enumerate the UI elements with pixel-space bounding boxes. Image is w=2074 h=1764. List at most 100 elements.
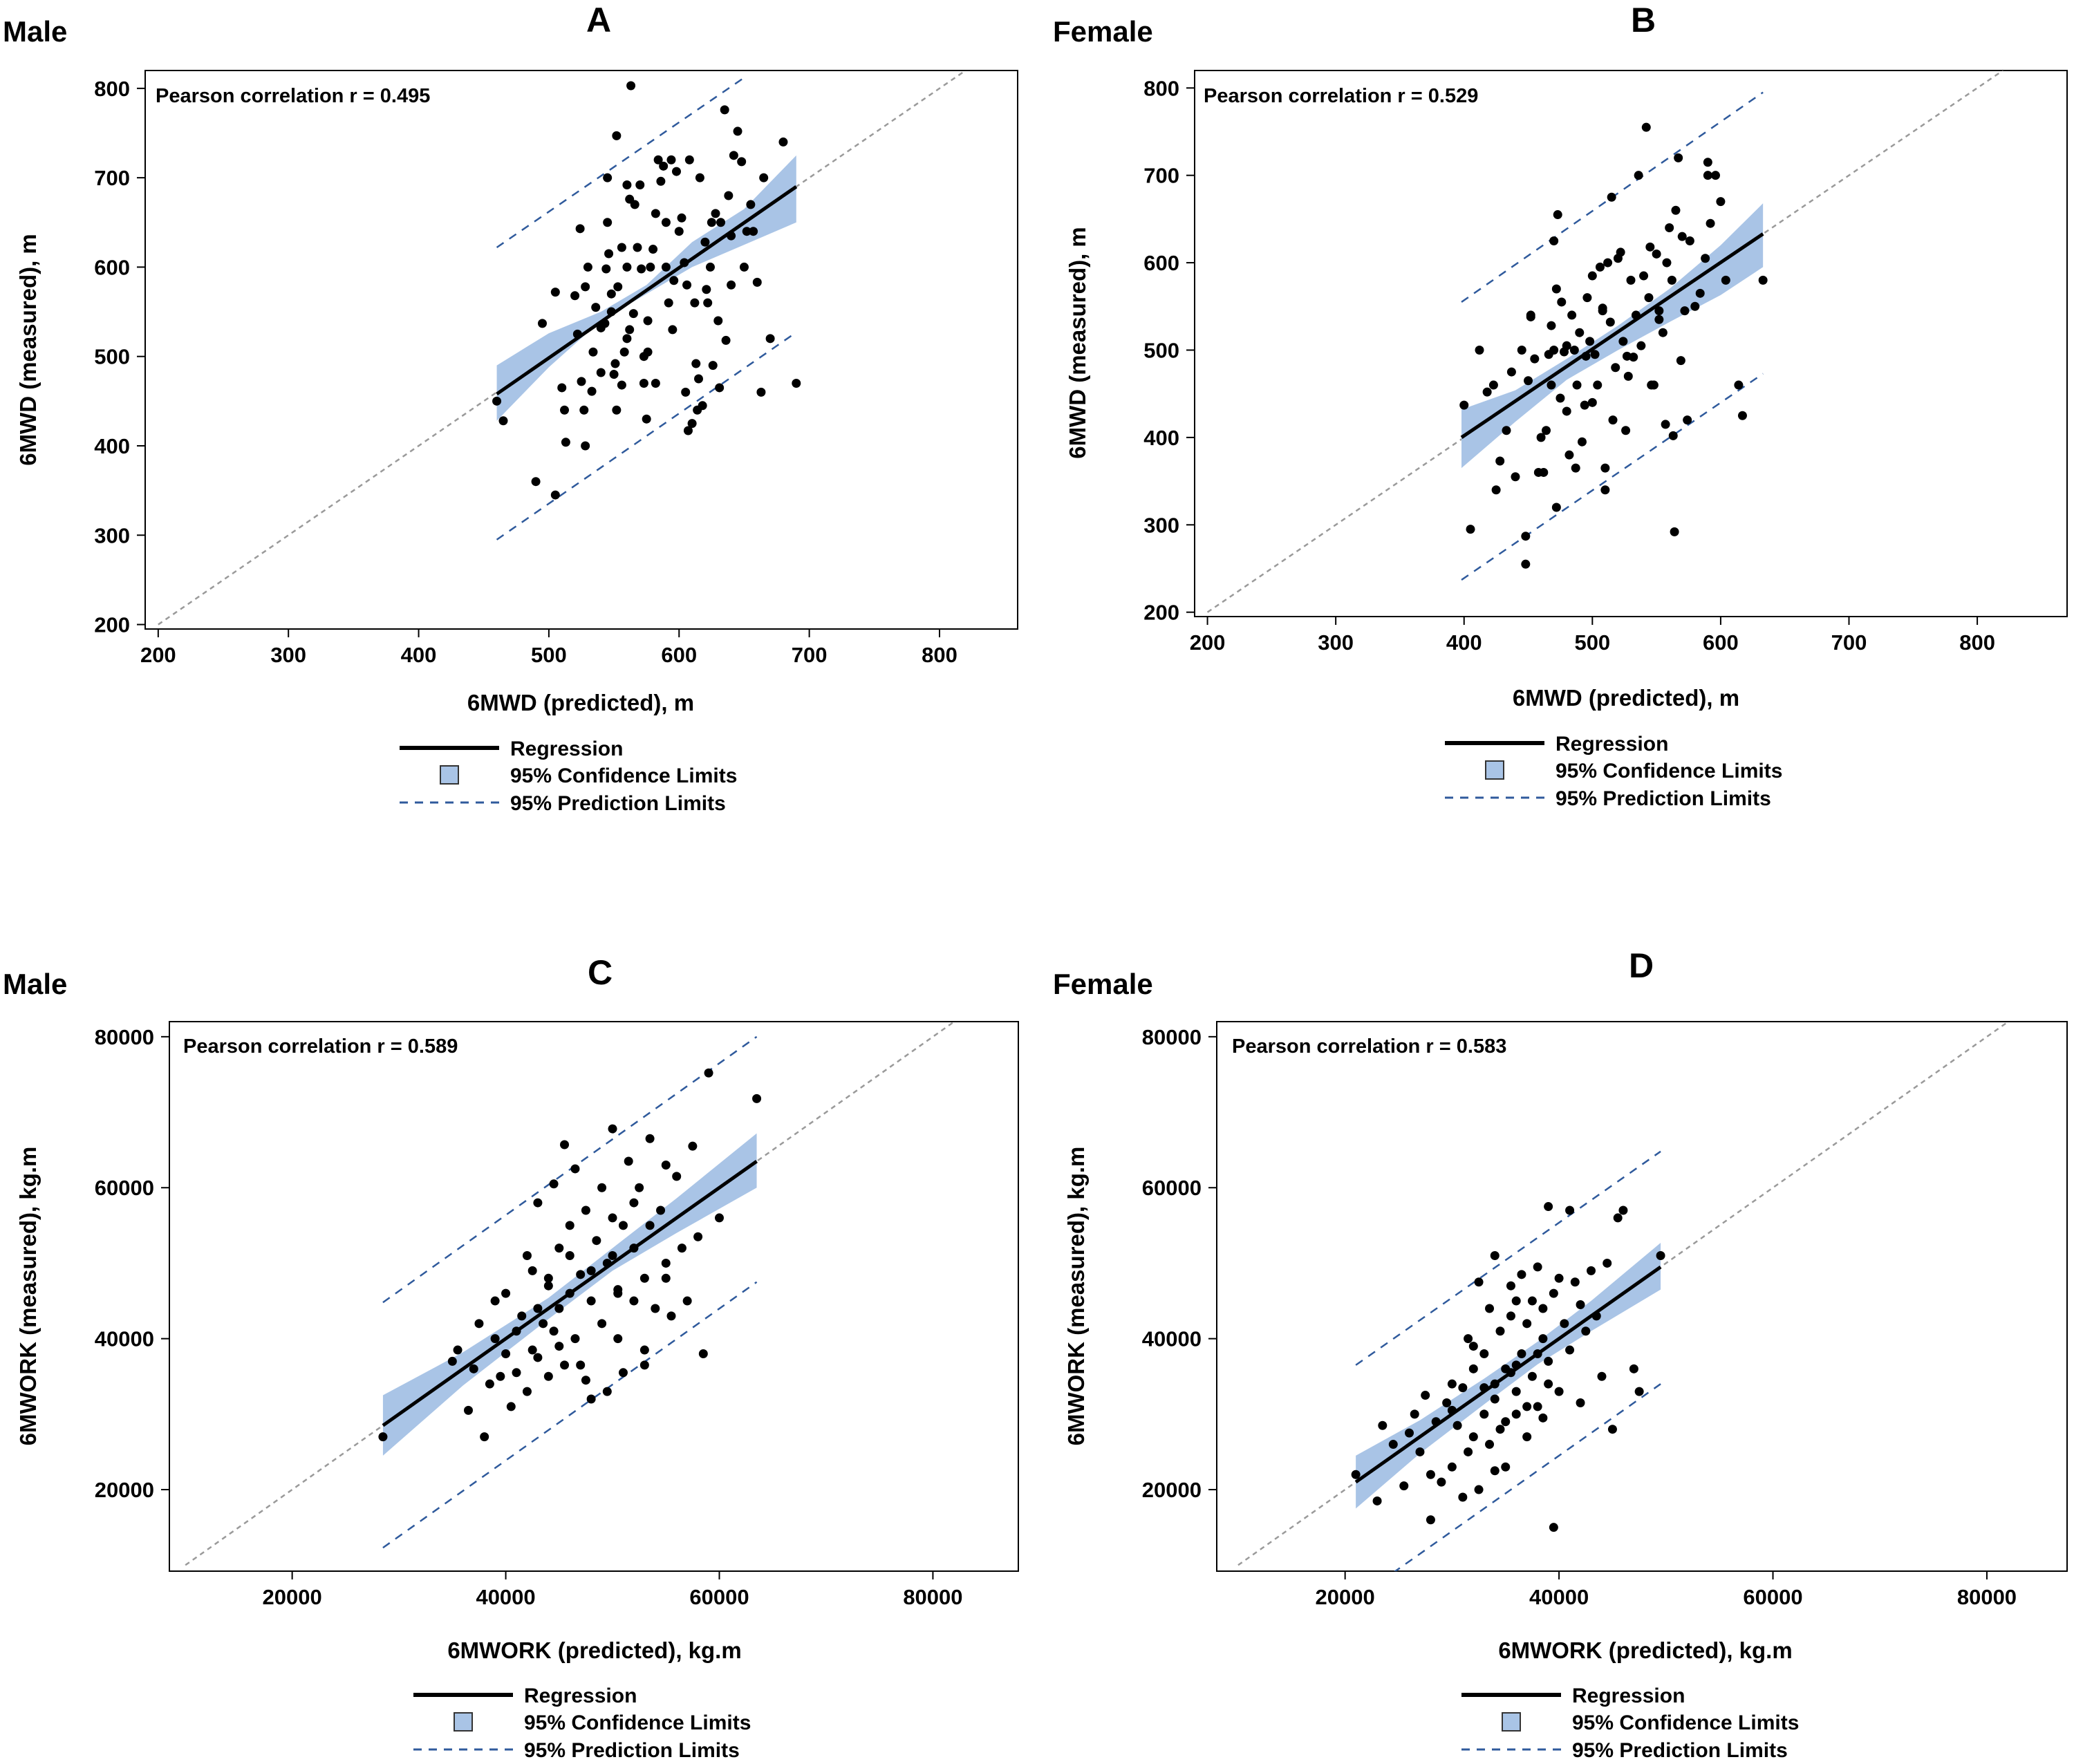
regression-line-c	[382, 1159, 758, 1427]
data-point-a	[752, 277, 762, 287]
data-point-a	[720, 105, 729, 115]
legend-regression-label-a: Regression	[510, 738, 623, 760]
data-point-c	[645, 1221, 655, 1230]
y-tick-label-b: 400	[1143, 426, 1179, 450]
data-point-a	[746, 200, 756, 209]
data-point-c	[666, 1311, 676, 1321]
data-point-b	[1605, 317, 1615, 327]
data-point-b	[1587, 271, 1597, 281]
data-point-c	[586, 1296, 596, 1306]
data-point-d	[1549, 1288, 1558, 1298]
data-point-d	[1442, 1398, 1452, 1407]
data-point-b	[1703, 171, 1712, 180]
panel-letter-c: C	[588, 953, 613, 992]
y-tick-label-b: 300	[1143, 513, 1179, 537]
data-point-c	[543, 1371, 553, 1381]
x-tick-label-b: 800	[1959, 630, 1995, 655]
data-point-c	[581, 1376, 590, 1385]
prediction-upper-d	[1355, 1150, 1661, 1366]
data-point-d	[1533, 1262, 1542, 1272]
data-point-a	[643, 347, 653, 357]
data-point-a	[577, 377, 586, 386]
data-point-b	[1677, 232, 1687, 241]
data-point-c	[645, 1134, 655, 1143]
data-point-c	[533, 1198, 543, 1208]
data-point-d	[1581, 1326, 1591, 1336]
data-point-a	[613, 282, 623, 292]
data-point-c	[672, 1172, 682, 1181]
data-point-d	[1656, 1251, 1665, 1261]
legend-regression-label-b: Regression	[1556, 733, 1668, 756]
regression-line-a	[496, 185, 798, 396]
data-point-d	[1607, 1425, 1617, 1434]
data-point-a	[648, 245, 658, 254]
data-point-c	[469, 1364, 478, 1373]
data-point-a	[596, 368, 606, 377]
data-point-b	[1553, 210, 1562, 220]
pearson-annotation-b: Pearson correlation r = 0.529	[1204, 85, 1478, 107]
x-tick-label-d: 20000	[1316, 1585, 1375, 1609]
x-tick-label-d: 40000	[1529, 1585, 1589, 1609]
data-point-a	[612, 405, 622, 415]
data-point-c	[549, 1179, 559, 1189]
data-point-d	[1495, 1326, 1505, 1336]
legend-prediction-label-b: 95% Prediction Limits	[1556, 787, 1771, 810]
data-point-c	[543, 1281, 553, 1291]
data-point-d	[1544, 1202, 1553, 1212]
data-point-a	[711, 209, 720, 218]
data-point-a	[707, 218, 716, 227]
data-point-a	[716, 218, 726, 227]
data-point-c	[661, 1273, 671, 1283]
data-point-b	[1600, 485, 1610, 495]
data-point-b	[1536, 433, 1546, 442]
data-point-a	[583, 262, 592, 272]
data-point-a	[603, 173, 613, 182]
data-point-b	[1662, 258, 1672, 268]
data-point-b	[1575, 328, 1585, 337]
data-point-d	[1560, 1319, 1569, 1329]
data-point-c	[629, 1198, 639, 1208]
data-point-b	[1502, 426, 1511, 435]
data-point-a	[617, 380, 626, 390]
legend-prediction-label-d: 95% Prediction Limits	[1572, 1739, 1788, 1762]
data-point-c	[698, 1349, 708, 1358]
legend-d: Regression 95% Confidence Limits 95% Pre…	[1461, 1685, 1799, 1762]
data-point-c	[490, 1296, 500, 1306]
data-point-a	[727, 280, 736, 290]
data-point-c	[560, 1140, 570, 1150]
data-point-b	[1680, 306, 1690, 316]
data-point-a	[759, 173, 769, 182]
y-tick-label-c: 40000	[95, 1327, 154, 1351]
data-point-a	[604, 249, 614, 259]
data-point-a	[691, 359, 701, 368]
data-point-c	[714, 1213, 724, 1223]
data-point-c	[639, 1345, 649, 1355]
data-point-b	[1551, 503, 1561, 512]
data-point-b	[1495, 456, 1505, 466]
confidence-band-a	[496, 155, 796, 421]
y-tick-label-b: 200	[1143, 601, 1179, 625]
data-point-a	[646, 262, 655, 272]
data-point-c	[496, 1371, 505, 1381]
plot-area-b	[1206, 71, 2003, 613]
plot-frame-d	[1216, 1021, 2068, 1572]
data-point-a	[651, 378, 660, 388]
data-point-d	[1527, 1296, 1537, 1306]
data-point-a	[622, 262, 632, 272]
y-tick-label-a: 400	[94, 434, 130, 458]
data-point-d	[1388, 1440, 1398, 1449]
data-point-a	[628, 309, 638, 319]
y-tick-label-a: 500	[94, 345, 130, 369]
data-point-d	[1549, 1523, 1558, 1532]
data-point-c	[522, 1251, 532, 1261]
data-point-b	[1585, 337, 1595, 346]
data-point-b	[1649, 380, 1659, 390]
legend-confidence-swatch-a	[440, 765, 459, 785]
data-point-a	[700, 237, 710, 247]
data-point-a	[622, 180, 632, 189]
data-point-d	[1522, 1402, 1532, 1411]
data-point-a	[695, 173, 704, 182]
x-tick-label-b: 300	[1318, 630, 1354, 655]
data-point-a	[661, 262, 671, 272]
